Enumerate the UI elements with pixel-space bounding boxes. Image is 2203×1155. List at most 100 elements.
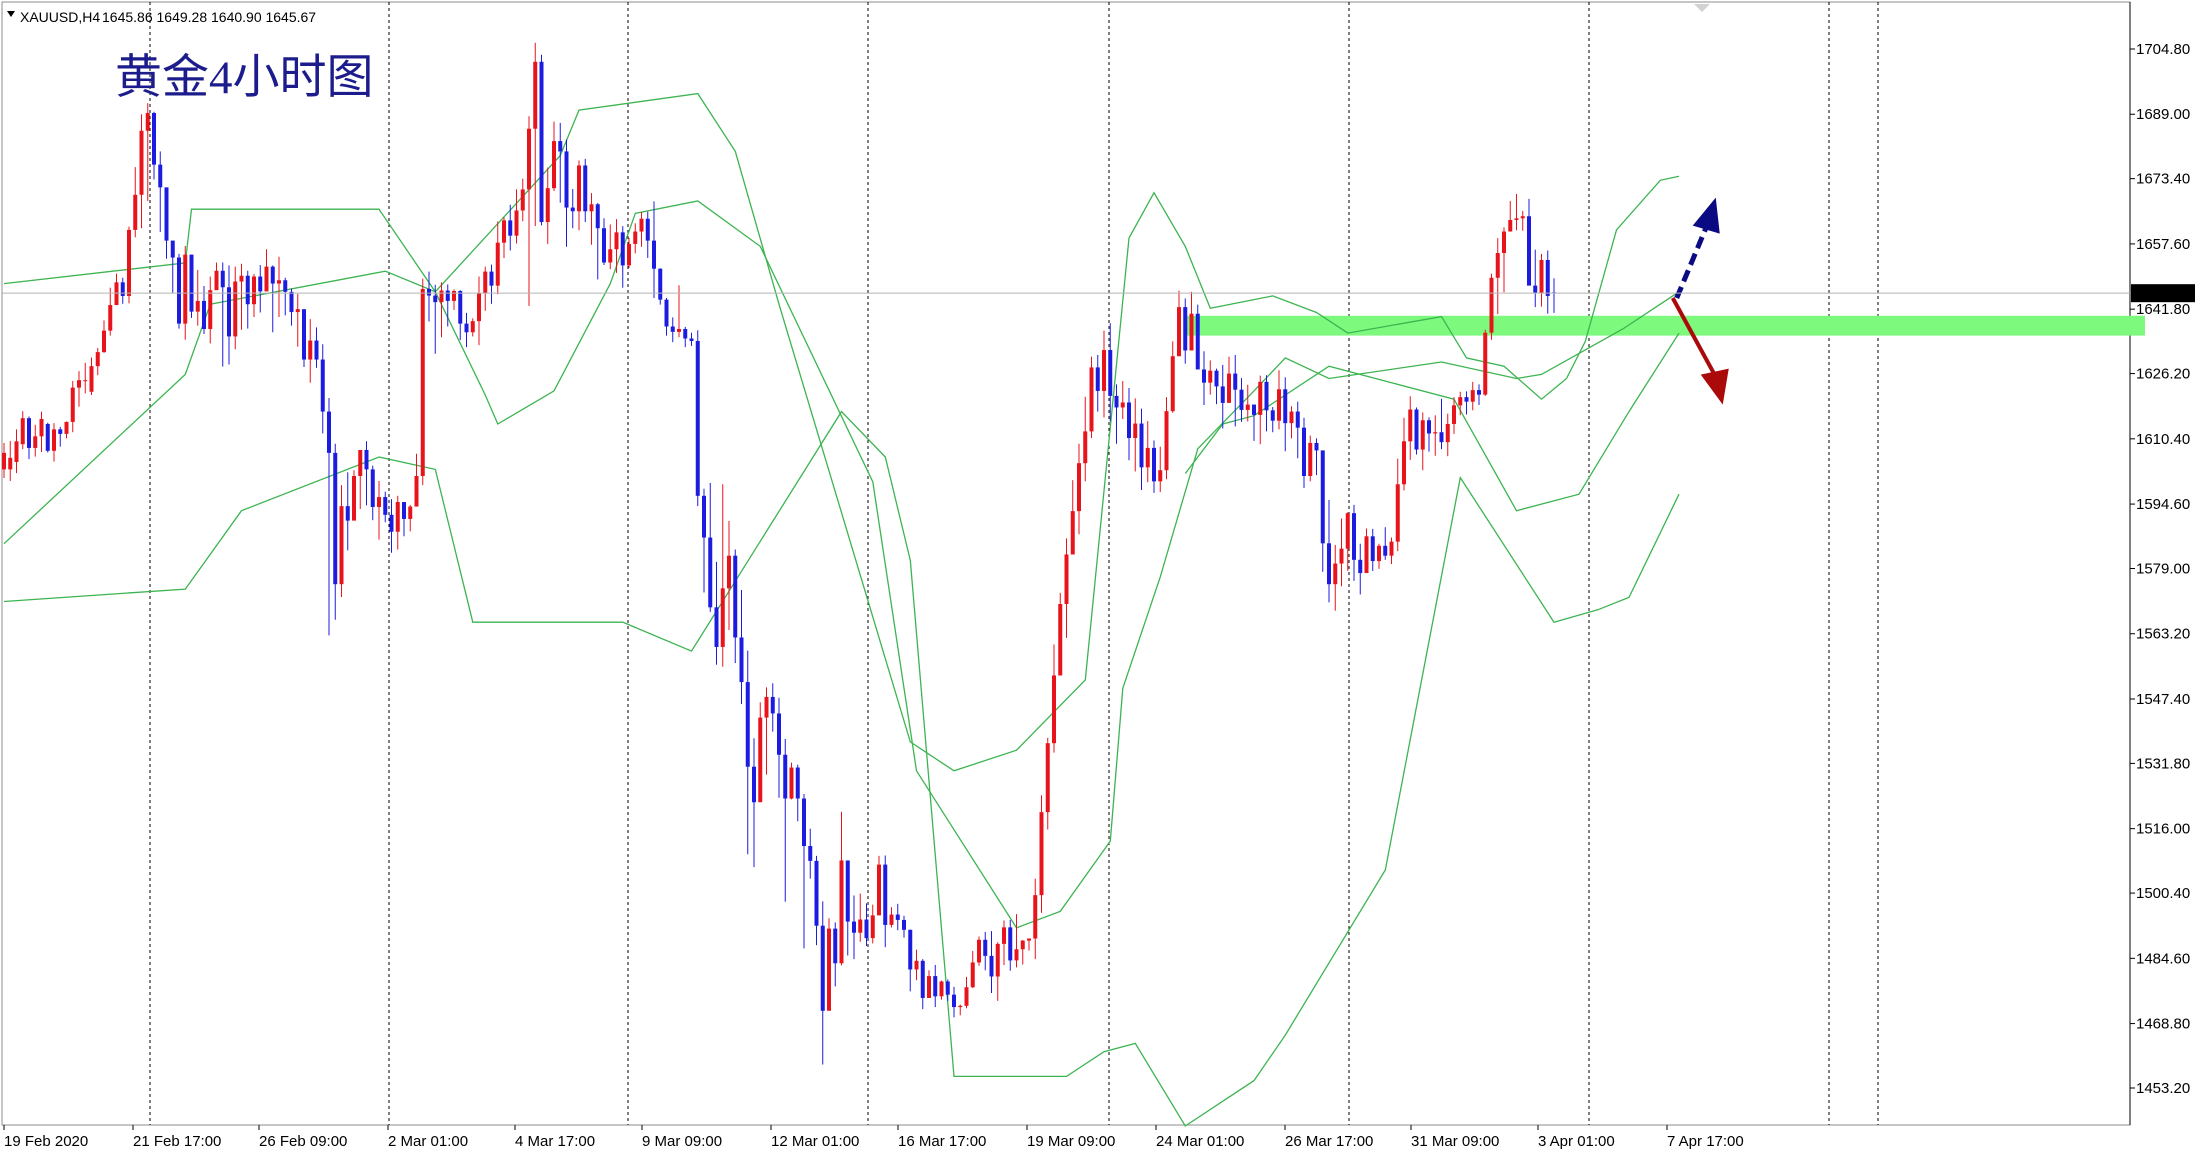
candlestick[interactable] [1533, 249, 1538, 308]
candlestick[interactable] [1195, 304, 1200, 370]
candlestick[interactable] [1452, 397, 1456, 434]
candlestick[interactable] [1170, 341, 1175, 413]
candlestick[interactable] [1358, 543, 1363, 595]
candlestick[interactable] [514, 189, 519, 244]
candlestick[interactable] [133, 167, 138, 238]
candlestick[interactable] [589, 193, 594, 245]
candlestick[interactable] [258, 264, 263, 313]
candlestick[interactable] [720, 484, 725, 667]
candlestick[interactable] [745, 650, 750, 855]
candlestick[interactable] [27, 416, 31, 460]
candlestick[interactable] [1389, 537, 1394, 564]
candlestick[interactable] [627, 238, 631, 268]
candlestick[interactable] [1464, 391, 1469, 415]
candlestick[interactable] [1402, 417, 1406, 491]
candlestick[interactable] [1545, 250, 1550, 314]
candlestick[interactable] [1527, 198, 1531, 286]
candlestick[interactable] [758, 702, 763, 803]
candlestick[interactable] [277, 256, 281, 318]
candlestick[interactable] [1039, 795, 1044, 913]
candlestick[interactable] [545, 167, 550, 244]
candlestick[interactable] [1420, 412, 1425, 471]
candlestick[interactable] [1333, 544, 1338, 611]
candlestick[interactable] [39, 411, 44, 453]
candlestick[interactable] [1427, 417, 1431, 452]
candlestick[interactable] [920, 959, 925, 1010]
candlestick[interactable] [389, 499, 394, 553]
candlestick[interactable] [1208, 360, 1213, 395]
candlestick[interactable] [583, 158, 588, 223]
candlestick[interactable] [145, 103, 150, 201]
candlestick[interactable] [1370, 528, 1375, 571]
candlestick[interactable] [527, 116, 531, 306]
candlestick[interactable] [508, 204, 513, 251]
candlestick[interactable] [577, 160, 581, 231]
candlestick[interactable] [833, 922, 838, 987]
candlestick[interactable] [1470, 381, 1475, 411]
candlestick[interactable] [889, 907, 894, 928]
candlestick[interactable] [1520, 210, 1525, 231]
candlestick[interactable] [695, 330, 700, 507]
candlestick[interactable] [445, 284, 450, 327]
candlestick[interactable] [1177, 290, 1181, 357]
candlestick[interactable] [827, 918, 831, 1011]
candlestick[interactable] [1227, 356, 1231, 403]
candlestick[interactable] [1095, 355, 1100, 412]
candlestick[interactable] [245, 270, 250, 329]
candlestick[interactable] [789, 762, 794, 800]
candlestick[interactable] [770, 683, 775, 732]
candlestick[interactable] [120, 277, 125, 304]
candlestick[interactable] [214, 262, 219, 291]
candlestick[interactable] [433, 284, 438, 354]
candlestick[interactable] [914, 949, 919, 981]
candlestick[interactable] [102, 320, 106, 353]
candlestick[interactable] [1289, 406, 1294, 439]
candlestick[interactable] [1233, 355, 1238, 427]
candlestick[interactable] [1258, 375, 1263, 445]
candlestick[interactable] [208, 276, 213, 344]
candlestick[interactable] [602, 218, 606, 265]
candlestick[interactable] [1083, 396, 1088, 482]
candlestick[interactable] [677, 285, 681, 338]
candlestick[interactable] [58, 426, 63, 447]
candlestick[interactable] [333, 443, 338, 620]
candlestick[interactable] [77, 371, 81, 407]
candlestick[interactable] [802, 793, 806, 949]
candlestick[interactable] [739, 589, 744, 704]
candlestick[interactable] [383, 491, 388, 523]
candlestick[interactable] [952, 986, 956, 1018]
candlestick[interactable] [470, 318, 475, 337]
candlestick[interactable] [64, 421, 69, 439]
candlestick[interactable] [1070, 480, 1075, 555]
candlestick[interactable] [977, 936, 981, 966]
candlestick[interactable] [14, 429, 19, 474]
candlestick[interactable] [764, 687, 769, 775]
candlestick[interactable] [633, 223, 638, 254]
candlestick[interactable] [683, 326, 688, 348]
candlestick[interactable] [1189, 291, 1194, 351]
candlestick[interactable] [1077, 443, 1081, 535]
candlestick[interactable] [939, 980, 944, 1000]
candlestick[interactable] [595, 203, 600, 280]
candlestick[interactable] [164, 187, 169, 259]
candlestick[interactable] [2, 442, 6, 479]
candlestick[interactable] [908, 929, 913, 992]
candlestick[interactable] [477, 276, 481, 346]
candlestick[interactable] [858, 893, 863, 942]
candlestick[interactable] [139, 114, 144, 229]
candlestick[interactable] [127, 226, 131, 304]
candlestick[interactable] [70, 381, 75, 433]
candlestick[interactable] [320, 344, 325, 434]
candlestick[interactable] [877, 855, 881, 916]
candlestick[interactable] [902, 915, 906, 938]
candlestick[interactable] [639, 212, 644, 247]
candlestick[interactable] [370, 465, 375, 521]
candlestick[interactable] [795, 764, 800, 822]
candlestick[interactable] [1308, 435, 1313, 482]
candlestick[interactable] [158, 151, 163, 232]
candlestick[interactable] [933, 964, 938, 1008]
candlestick[interactable] [539, 54, 544, 226]
candlestick[interactable] [1058, 592, 1063, 676]
candlestick[interactable] [1327, 499, 1331, 603]
candlestick[interactable] [345, 472, 350, 551]
